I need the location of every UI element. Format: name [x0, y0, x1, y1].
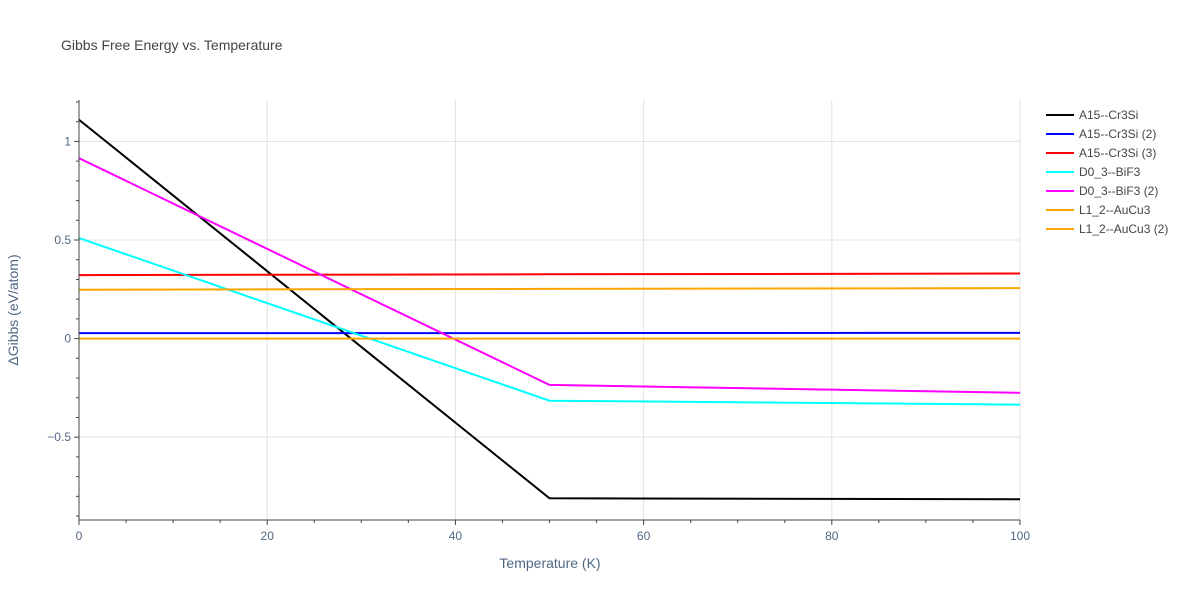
series-layer — [78, 118, 1021, 501]
legend-item-l1-2-aucu3-2[interactable]: L1_2--AuCu3 (2) — [1046, 222, 1168, 236]
legend-item-a15-cr3si-2[interactable]: A15--Cr3Si (2) — [1046, 127, 1156, 141]
series-line-d0-3-bif3-2 — [78, 157, 1021, 394]
legend-item-d0-3-bif3-2[interactable]: D0_3--BiF3 (2) — [1046, 184, 1158, 198]
y-tick-label: 0 — [64, 332, 71, 346]
x-tick-labels: 0 20 40 60 80 100 — [76, 529, 1031, 543]
y-tick-label: −0.5 — [47, 430, 71, 444]
x-axis-title: Temperature (K) — [499, 555, 600, 571]
axes-layer — [74, 100, 1021, 525]
legend-label: A15--Cr3Si — [1079, 108, 1138, 122]
series-line-l1-2-aucu3 — [78, 287, 1021, 291]
legend-label: A15--Cr3Si (3) — [1079, 146, 1156, 160]
y-tick-label: 1 — [64, 134, 71, 148]
series-line-d0-3-bif3 — [78, 237, 1021, 406]
legend-item-a15-cr3si[interactable]: A15--Cr3Si — [1046, 108, 1138, 122]
y-tick-labels: −0.5 0 0.5 1 — [47, 134, 71, 444]
chart-title: Gibbs Free Energy vs. Temperature — [61, 37, 283, 53]
y-tick-label: 0.5 — [54, 233, 71, 247]
x-tick-label: 0 — [76, 529, 83, 543]
x-tick-label: 60 — [637, 529, 651, 543]
legend-label: L1_2--AuCu3 (2) — [1079, 222, 1168, 236]
x-tick-label: 80 — [825, 529, 839, 543]
legend-label: D0_3--BiF3 — [1079, 165, 1141, 179]
x-tick-label: 20 — [261, 529, 275, 543]
grid-layer — [79, 100, 1021, 520]
legend-label: A15--Cr3Si (2) — [1079, 127, 1156, 141]
series-line-a15-cr3si — [78, 118, 1021, 501]
series-line-a15-cr3si-3 — [78, 272, 1021, 277]
x-tick-label: 40 — [449, 529, 463, 543]
legend-label: D0_3--BiF3 (2) — [1079, 184, 1158, 198]
x-tick-label: 100 — [1010, 529, 1030, 543]
y-axis-title: ΔGibbs (eV/atom) — [5, 254, 21, 365]
legend-item-a15-cr3si-3[interactable]: A15--Cr3Si (3) — [1046, 146, 1156, 160]
legend-item-d0-3-bif3[interactable]: D0_3--BiF3 — [1046, 165, 1141, 179]
legend-item-l1-2-aucu3[interactable]: L1_2--AuCu3 — [1046, 203, 1151, 217]
legend-label: L1_2--AuCu3 — [1079, 203, 1151, 217]
legend: A15--Cr3Si A15--Cr3Si (2) A15--Cr3Si (3) D0… — [1046, 108, 1168, 236]
